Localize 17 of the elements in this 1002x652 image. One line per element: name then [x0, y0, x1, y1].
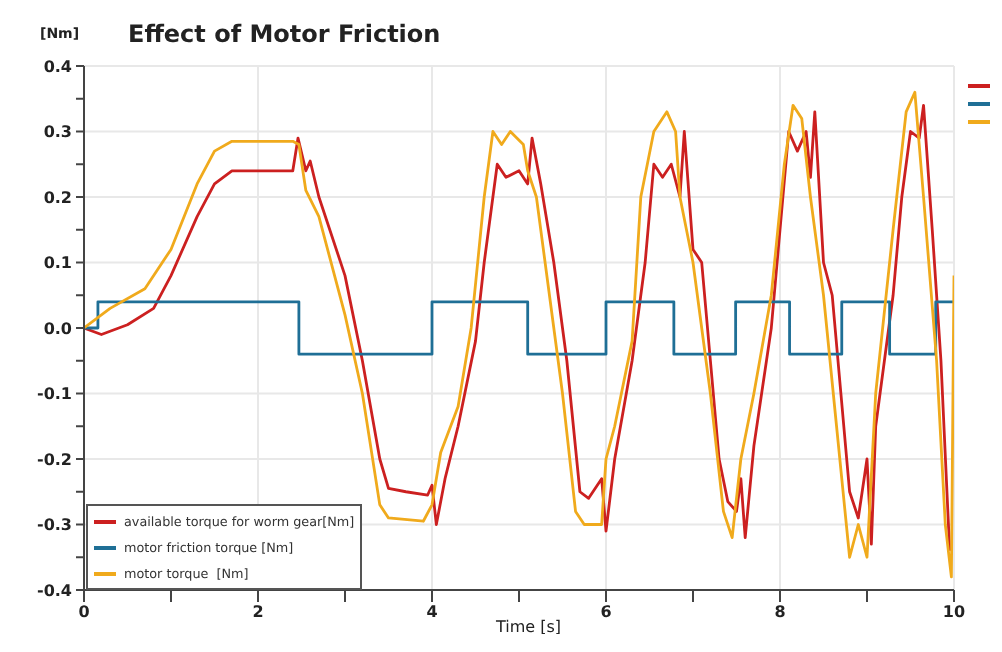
y-tick-label: -0.3 — [37, 516, 72, 535]
y-tick-label: 0.2 — [43, 188, 72, 207]
x-tick-label: 2 — [252, 603, 264, 622]
y-tick-label: -0.1 — [37, 385, 73, 404]
y-tick-label: -0.4 — [37, 581, 73, 600]
x-tick-label: 4 — [426, 603, 439, 622]
x-axis-title: Time [s] — [496, 618, 562, 636]
x-tick-label: 10 — [942, 603, 966, 622]
y-tick-label: 0.4 — [43, 57, 73, 76]
chart-title: Effect of Motor Friction — [128, 20, 441, 48]
y-tick-label: 0.1 — [43, 254, 73, 273]
y-tick-label: 0.3 — [43, 123, 72, 142]
x-tick-label: 6 — [600, 603, 613, 622]
y-tick-label: -0.2 — [37, 450, 72, 469]
x-tick-label: 0 — [78, 603, 91, 622]
y-tick-label: 0.0 — [43, 319, 73, 338]
x-tick-label: 8 — [774, 603, 787, 622]
